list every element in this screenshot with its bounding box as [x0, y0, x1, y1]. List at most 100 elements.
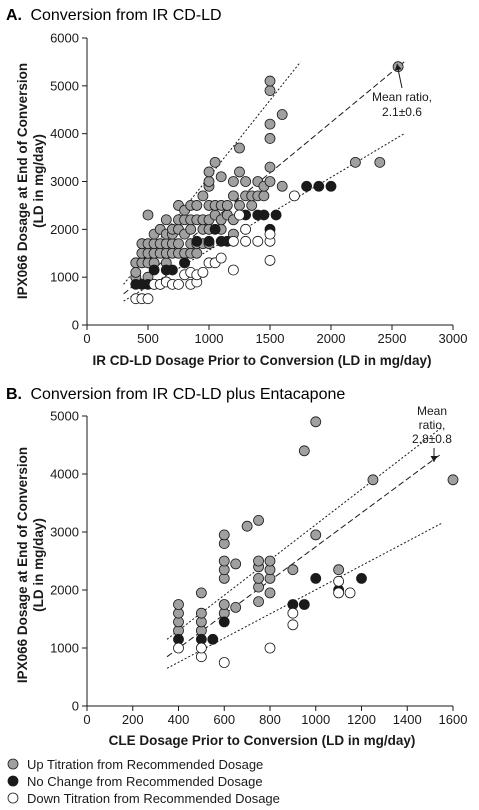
- panel-a-arrow-head: [394, 64, 402, 71]
- panel-a-point-up-titration: [264, 85, 276, 97]
- panel-a-point-up-titration: [203, 166, 215, 178]
- panel-b-point-up-titration: [218, 599, 230, 610]
- panel-b-title: Conversion from IR CD-LD plus Entacapone: [30, 386, 345, 403]
- panel-a-point-no-change: [301, 180, 313, 192]
- panel-a-y-tick-label: 5000: [50, 78, 79, 93]
- panel-a-y-axis-label-line2: (LD in mg/day): [31, 134, 46, 228]
- panel-a-point-down-titration: [240, 223, 252, 235]
- panel-a-x-axis-label: IR CD-LD Dosage Prior to Conversion (LD …: [92, 353, 431, 368]
- panel-a-point-down-titration: [227, 264, 239, 276]
- panel-a-point-down-titration: [264, 228, 276, 240]
- panel-a-mean-ratio-label: Mean ratio,: [372, 90, 432, 104]
- panel-b-point-no-change: [298, 599, 310, 610]
- panel-b-point-up-titration: [230, 602, 242, 613]
- panel-b-x-tick-label: 0: [83, 712, 90, 727]
- panel-b-y-tick-label: 1000: [50, 641, 79, 656]
- panel-a-point-up-titration: [209, 156, 221, 168]
- panel-a-point-up-titration: [264, 133, 276, 144]
- panel-b-trendline: [166, 522, 442, 669]
- panel-b-point-down-titration: [195, 642, 207, 654]
- panel-b-point-up-titration: [253, 596, 264, 607]
- panel-a-title: Conversion from IR CD-LD: [30, 7, 221, 24]
- panel-a-point-up-titration: [185, 223, 197, 235]
- panel-a-point-up-titration: [374, 156, 386, 168]
- panel-b-arrow-head: [430, 456, 438, 462]
- panel-a-point-down-titration: [288, 190, 300, 202]
- panel-b-y-tick-label: 0: [72, 699, 79, 714]
- legend-label-no-change: No Change from Recommended Dosage: [27, 774, 263, 789]
- legend-marker-down-titration: [7, 792, 19, 804]
- panel-a-point-no-change: [148, 264, 160, 276]
- panel-a-y-axis-label-line1: IPX066 Dosage at End of Conversion: [15, 63, 30, 299]
- panel-a-point-up-titration: [203, 176, 215, 187]
- panel-b-x-tick-label: 400: [168, 712, 190, 727]
- panel-b-y-tick-label: 2000: [50, 583, 79, 598]
- panel-b-y-axis-label-line1: IPX066 Dosage at End of Conversion: [15, 447, 30, 683]
- panel-b-point-up-titration: [241, 520, 253, 532]
- panel-b-point-up-titration: [195, 607, 207, 619]
- panel-b-point-up-titration: [218, 555, 230, 567]
- panel-a-trendline: [123, 61, 301, 285]
- panel-b-point-down-titration: [173, 642, 184, 654]
- panel-b-x-tick-label: 800: [259, 712, 281, 727]
- panel-b-point-up-titration: [195, 587, 207, 599]
- panel-a-point-up-titration: [234, 166, 245, 178]
- legend-marker-no-change: [7, 775, 19, 787]
- panel-a-letter: A.: [6, 7, 22, 24]
- panel-b-point-up-titration: [218, 529, 230, 541]
- panel-a-point-up-titration: [258, 190, 270, 202]
- panel-a-x-tick-label: 3000: [439, 331, 468, 346]
- panel-a-point-up-titration: [264, 176, 276, 187]
- panel-a-point-up-titration: [276, 109, 288, 120]
- panel-b-point-up-titration: [230, 558, 242, 570]
- panel-b-point-up-titration: [264, 587, 276, 599]
- panel-a-point-no-change: [270, 209, 282, 221]
- panel-a-point-up-titration: [234, 142, 245, 154]
- panel-a-x-tick-label: 500: [137, 331, 159, 346]
- panel-a-point-up-titration: [191, 200, 203, 211]
- panel-a-point-up-titration: [264, 75, 276, 87]
- panel-a-point-up-titration: [234, 200, 245, 211]
- panel-a-point-down-titration: [197, 266, 209, 278]
- panel-a-point-up-titration: [215, 171, 227, 183]
- panel-a-point-no-change: [209, 223, 221, 235]
- panel-a-point-up-titration: [191, 247, 203, 259]
- panel-b-point-no-change: [218, 616, 230, 628]
- panel-b-mean-ratio-value: 2.8±0.8: [412, 432, 452, 446]
- panel-b-point-down-titration: [287, 607, 299, 619]
- panel-b-point-up-titration: [367, 474, 379, 486]
- panel-a-point-up-titration: [246, 200, 258, 211]
- panel-b-y-tick-label: 5000: [50, 409, 79, 424]
- panel-a-point-up-titration: [276, 180, 288, 192]
- panel-b-point-up-titration: [298, 445, 310, 457]
- panel-a-point-up-titration: [130, 266, 142, 278]
- panel-a-x-tick-label: 2500: [378, 331, 407, 346]
- panel-a-point-up-titration: [264, 161, 276, 173]
- panel-a-point-down-titration: [240, 235, 252, 247]
- panel-b-x-tick-label: 1200: [347, 712, 376, 727]
- panel-b-point-up-titration: [173, 599, 184, 610]
- panel-b-point-up-titration: [253, 515, 264, 526]
- panel-b-point-no-change: [207, 633, 219, 645]
- panel-a-point-no-change: [203, 235, 215, 247]
- panel-b-point-up-titration: [253, 555, 264, 567]
- panel-b-point-up-titration: [447, 474, 459, 486]
- panel-b-point-up-titration: [310, 416, 322, 428]
- panel-b-point-down-titration: [264, 642, 276, 654]
- panel-a-point-no-change: [258, 209, 270, 221]
- panel-b-x-tick-label: 1400: [393, 712, 422, 727]
- panel-a-x-tick-label: 0: [83, 331, 90, 346]
- panel-a-y-tick-label: 0: [72, 318, 79, 333]
- panel-b-mean-ratio-label: Mean: [417, 404, 447, 418]
- svg-text:A. Conversion from IR CD-L: A. Conversion from IR CD-LD: [6, 7, 222, 24]
- panel-a-point-down-titration: [234, 209, 245, 221]
- panel-b-point-no-change: [356, 573, 367, 584]
- panel-a-point-down-titration: [142, 293, 154, 305]
- panel-b-letter: B.: [6, 386, 22, 403]
- panel-a-point-no-change: [325, 180, 337, 192]
- panel-a-point-down-titration: [215, 252, 227, 264]
- panel-b-x-tick-label: 600: [213, 712, 235, 727]
- panel-a-y-tick-label: 1000: [50, 270, 79, 285]
- panel-b-point-up-titration: [333, 564, 345, 576]
